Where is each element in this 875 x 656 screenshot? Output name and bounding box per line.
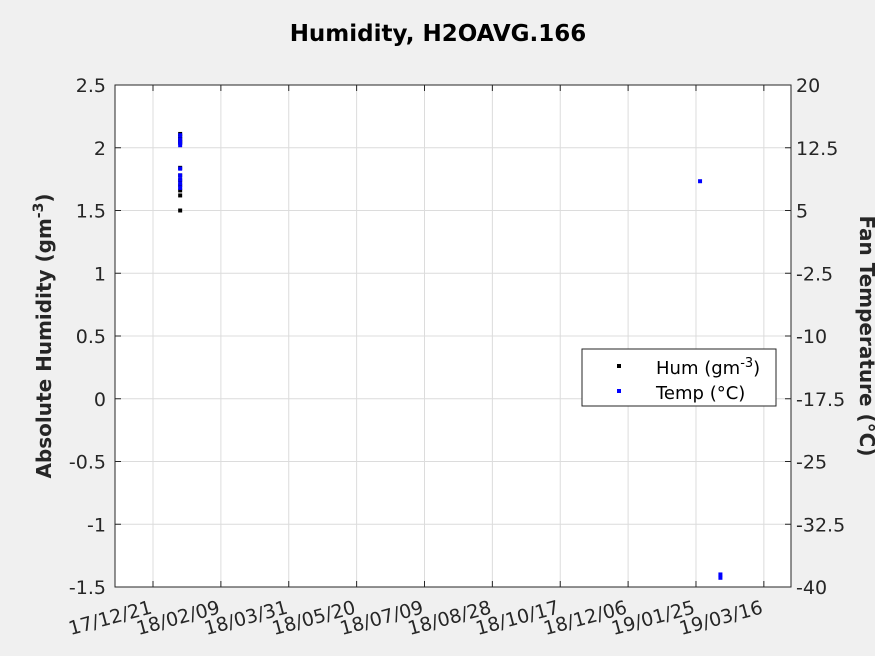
y-left-tick-label: 1 xyxy=(94,263,106,285)
y-left-tick-label: -0.5 xyxy=(69,452,106,474)
temp-point xyxy=(178,140,183,145)
temp-point xyxy=(718,572,723,577)
legend-marker-hum xyxy=(617,364,621,368)
y-axis-right-label: Fan Temperature (°C) xyxy=(855,216,875,457)
y-left-tick-label: -1 xyxy=(87,514,106,536)
legend: Hum (gm-3) Temp (°C) xyxy=(581,348,777,407)
legend-label-hum: Hum (gm-3) xyxy=(656,356,760,379)
legend-box xyxy=(581,348,777,407)
y-left-tick-label: 2 xyxy=(94,138,106,160)
y-right-tick-label: -40 xyxy=(796,577,827,599)
y-right-tick-label: 12.5 xyxy=(796,138,838,160)
data-points xyxy=(178,131,723,580)
y-right-tick-label: -32.5 xyxy=(796,514,845,536)
y-right-tick-label: -2.5 xyxy=(796,263,833,285)
temp-point xyxy=(178,166,183,171)
temp-point xyxy=(178,133,183,138)
y-left-tick-label: -1.5 xyxy=(69,577,106,599)
hum-point xyxy=(178,193,183,198)
hum-point xyxy=(178,208,183,213)
x-axis: 17/12/2118/02/0918/03/3118/05/2018/07/09… xyxy=(66,85,765,640)
temp-point xyxy=(178,181,183,186)
y-left-tick-label: 0.5 xyxy=(76,326,106,348)
y-right-tick-label: -10 xyxy=(796,326,827,348)
temp-point xyxy=(178,173,183,178)
temp-point xyxy=(178,185,183,190)
y-axis-right: -40 -32.5 -25 -17.5 -10 -2.5 5 12.5 20 xyxy=(785,75,845,599)
y-right-tick-label: 20 xyxy=(796,75,820,97)
legend-marker-temp xyxy=(617,389,621,393)
y-right-tick-label: -17.5 xyxy=(796,389,845,411)
y-right-tick-label: -25 xyxy=(796,452,827,474)
y-right-tick-label: 5 xyxy=(796,201,808,223)
chart-title: Humidity, H2OAVG.166 xyxy=(290,21,587,47)
temp-point xyxy=(178,137,183,142)
y-axis-left: -1.5 -1 -0.5 0 0.5 1 1.5 2 2.5 xyxy=(69,75,121,599)
temp-point xyxy=(178,177,183,182)
temp-point xyxy=(178,143,183,148)
y-left-tick-label: 0 xyxy=(94,389,106,411)
y-axis-left-label: Absolute Humidity (gm-3) xyxy=(31,193,56,478)
legend-label-temp: Temp (°C) xyxy=(655,383,745,404)
y-left-tick-label: 2.5 xyxy=(76,75,106,97)
temp-point xyxy=(718,575,723,580)
hum-point xyxy=(178,188,183,193)
y-left-tick-label: 1.5 xyxy=(76,201,106,223)
temp-point xyxy=(698,179,703,184)
